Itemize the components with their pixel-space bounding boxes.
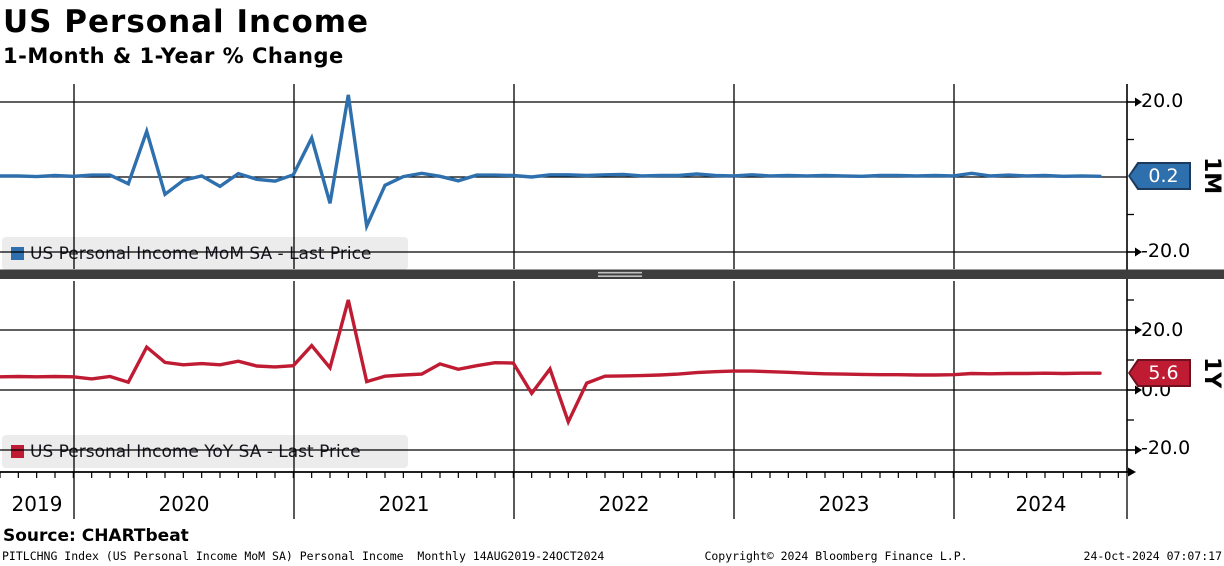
source-line: Source: CHARTbeat	[3, 526, 189, 546]
legend-swatch-yoy-icon	[11, 445, 24, 458]
y-tick-top-neg20: -20.0	[1141, 240, 1191, 262]
last-price-badge-yoy: 5.6	[1128, 359, 1191, 387]
x-label-2024: 2024	[1015, 492, 1067, 516]
legend-label-mom: US Personal Income MoM SA - Last Price	[30, 243, 372, 264]
footer-timestamp: 24-Oct-2024 07:07:17	[1083, 549, 1222, 563]
footer-copyright: Copyright© 2024 Bloomberg Finance L.P.	[704, 549, 968, 563]
y-tick-bot-20: 20.0	[1141, 319, 1184, 341]
legend-yoy[interactable]: US Personal Income YoY SA - Last Price	[2, 435, 408, 468]
chart-title: US Personal Income	[3, 4, 370, 40]
x-label-2022: 2022	[598, 492, 650, 516]
x-label-2023: 2023	[818, 492, 870, 516]
legend-mom[interactable]: US Personal Income MoM SA - Last Price	[2, 237, 408, 270]
footer-ticker-info: PITLCHNG Index (US Personal Income MoM S…	[2, 549, 605, 563]
legend-label-yoy: US Personal Income YoY SA - Last Price	[30, 441, 361, 462]
legend-swatch-mom-icon	[11, 247, 24, 260]
y-tick-bot-neg20: -20.0	[1141, 437, 1191, 459]
last-price-value-mom: 0.2	[1148, 165, 1179, 187]
last-price-value-yoy: 5.6	[1148, 362, 1179, 384]
x-label-2021: 2021	[378, 492, 430, 516]
last-price-badge-mom: 0.2	[1128, 162, 1191, 190]
panel-unit-1m: 1M	[1199, 157, 1224, 195]
chart-subtitle: 1-Month & 1-Year % Change	[3, 44, 344, 68]
x-label-2019: 2019	[11, 492, 63, 516]
y-tick-top-20: 20.0	[1141, 90, 1184, 112]
panel-divider	[0, 269, 1224, 279]
panel-unit-1y: 1Y	[1199, 357, 1224, 389]
x-label-2020: 2020	[158, 492, 210, 516]
